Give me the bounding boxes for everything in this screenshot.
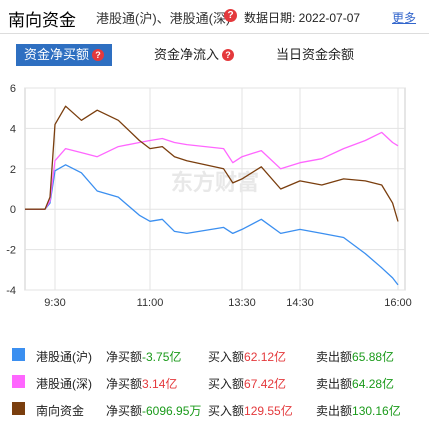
help-icon[interactable]: ? — [92, 49, 105, 61]
series-line-2 — [25, 105, 399, 222]
legend-name: 港股通(深) — [36, 377, 92, 391]
tab-net-inflow-label: 资金净流入 — [154, 47, 220, 62]
x-axis-ticks: 9:30 11:00 13:30 14:30 16:00 — [44, 297, 411, 309]
chart-watermark: 东方财富 — [171, 170, 259, 195]
legend-name: 港股通(沪) — [36, 350, 92, 364]
buy-amount: 买入额67.42亿 — [208, 377, 287, 391]
net-buy: 净买额-3.75亿 — [106, 350, 182, 364]
tab-net-buy[interactable]: 资金净买额? — [16, 44, 113, 66]
legend-row-sz: 港股通(深) 净买额3.14亿 买入额67.42亿 卖出额64.28亿 — [0, 371, 429, 393]
y-axis-ticks: 6 4 2 0 -2 -4 — [6, 83, 16, 297]
data-date: 数据日期: 2022-07-07 — [244, 11, 361, 25]
net-buy: 净买额3.14亿 — [106, 377, 178, 391]
y-tick-label: 6 — [10, 83, 16, 95]
x-tick-label: 14:30 — [286, 297, 314, 309]
help-icon[interactable]: ? — [222, 49, 235, 61]
series-line-1 — [25, 131, 399, 210]
legend-row-south: 南向资金 净买额-6096.95万 买入额129.55亿 卖出额130.16亿 — [0, 398, 429, 420]
tab-daily-balance-label: 当日资金余额 — [276, 47, 355, 62]
legend-swatch — [12, 348, 25, 361]
series-line-0 — [25, 164, 399, 286]
x-tick-label: 16:00 — [384, 297, 412, 309]
y-tick-label: 4 — [10, 123, 16, 135]
more-link[interactable]: 更多 — [392, 11, 417, 25]
page-subtitle: 港股通(沪)、港股通(深) — [96, 11, 231, 26]
y-tick-label: 2 — [10, 164, 16, 176]
x-tick-label: 13:30 — [228, 297, 256, 309]
page-title: 南向资金 — [8, 11, 76, 30]
y-tick-label: -4 — [6, 285, 16, 297]
tab-net-buy-label: 资金净买额 — [24, 47, 90, 62]
net-buy-chart: 东方财富 6 4 2 0 -2 -4 9:30 11:00 13:30 14:30 16:00 — [6, 83, 412, 309]
legend-row-sh: 港股通(沪) 净买额-3.75亿 买入额62.12亿 卖出额65.88亿 — [0, 344, 429, 366]
sell-amount: 卖出额130.16亿 — [316, 404, 401, 418]
tab-net-inflow[interactable]: 资金净流入? — [154, 44, 235, 66]
header: 南向资金 港股通(沪)、港股通(深) ? 数据日期: 2022-07-07 更多 — [0, 0, 429, 32]
legend-name: 南向资金 — [36, 404, 85, 418]
sell-amount: 卖出额65.88亿 — [316, 350, 395, 364]
divider — [0, 33, 429, 34]
tab-bar: 资金净买额? 资金净流入? 当日资金余额 — [0, 44, 429, 66]
help-icon[interactable]: ? — [224, 9, 237, 22]
chart-lines — [25, 105, 399, 286]
x-tick-label: 9:30 — [44, 297, 65, 309]
net-buy: 净买额-6096.95万 — [106, 404, 202, 418]
tab-daily-balance[interactable]: 当日资金余额 — [276, 44, 354, 66]
y-tick-label: -2 — [6, 245, 16, 257]
buy-amount: 买入额62.12亿 — [208, 350, 287, 364]
y-tick-label: 0 — [10, 204, 16, 216]
x-tick-label: 11:00 — [137, 297, 164, 309]
chart-grid — [24, 87, 406, 291]
legend-swatch — [12, 402, 25, 415]
sell-amount: 卖出额64.28亿 — [316, 377, 395, 391]
legend-swatch — [12, 375, 25, 388]
buy-amount: 买入额129.55亿 — [208, 404, 293, 418]
